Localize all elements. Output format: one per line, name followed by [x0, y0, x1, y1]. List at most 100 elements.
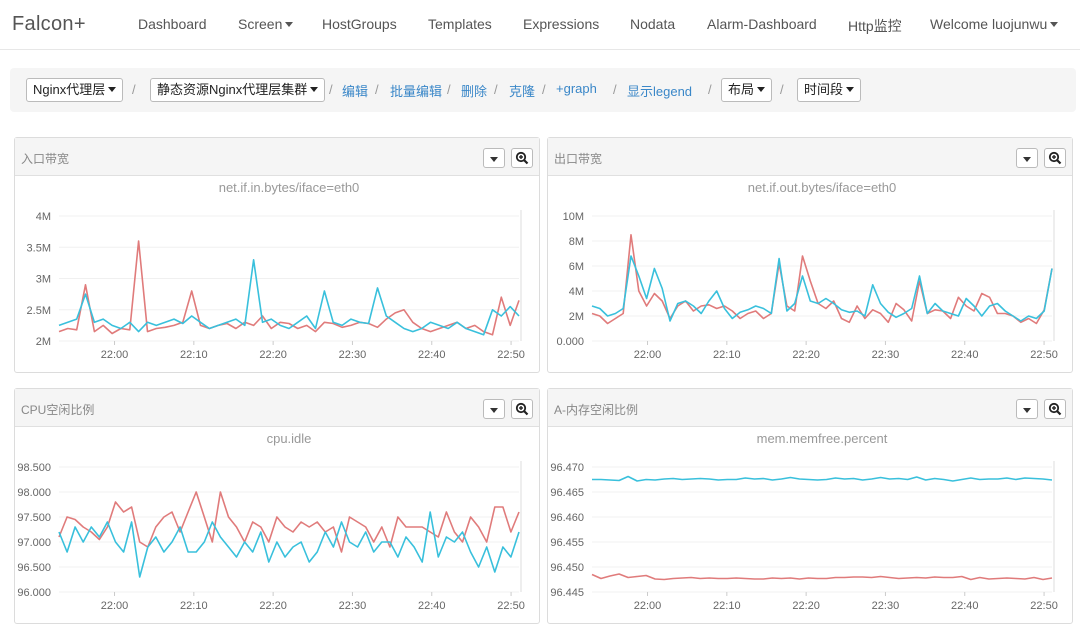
panel-menu-button[interactable] [483, 148, 505, 168]
zoom-in-icon [1048, 402, 1062, 416]
nav-hostgroups-label: HostGroups [322, 16, 397, 32]
y-tick-label: 97.500 [17, 512, 51, 524]
x-tick-label: 22:00 [634, 600, 662, 612]
y-tick-label: 96.460 [550, 512, 584, 524]
series-line-1 [592, 475, 1053, 482]
x-tick-label: 22:00 [101, 600, 129, 612]
panel-title: 出口带宽 [554, 152, 603, 166]
x-tick-label: 22:40 [951, 349, 979, 361]
batch-edit-link[interactable]: 批量编辑 [390, 84, 443, 99]
caret-down-icon [490, 157, 498, 162]
y-tick-label: 96.445 [550, 587, 584, 599]
series-line-0 [58, 240, 520, 336]
zoom-button[interactable] [511, 148, 533, 168]
zoom-in-icon [515, 402, 529, 416]
line-chart: net.if.out.bytes/iface=eth0 0.000 2M 4M 6M 8M… [556, 180, 1058, 361]
x-tick-label: 22:40 [951, 600, 979, 612]
edit-link[interactable]: 编辑 [342, 84, 369, 99]
screen-select[interactable]: Nginx代理层 [26, 78, 124, 102]
y-tick-label: 4M [569, 286, 584, 298]
separator: / [494, 82, 498, 97]
caret-down-icon [1023, 408, 1031, 413]
series-line-0 [591, 233, 1053, 325]
nav-hostgroups[interactable]: HostGroups [322, 16, 397, 32]
y-tick-label: 96.450 [550, 562, 584, 574]
y-tick-label: 2M [569, 311, 584, 323]
clone-link[interactable]: 克隆 [509, 84, 536, 99]
panel-menu-button[interactable] [1016, 399, 1038, 419]
x-tick-label: 22:50 [1030, 349, 1058, 361]
series-line-0 [591, 573, 1053, 581]
timerange-select[interactable]: 时间段 [797, 78, 862, 102]
chart-title: net.if.in.bytes/iface=eth0 [219, 180, 360, 195]
show-legend-link[interactable]: 显示legend [627, 84, 693, 99]
nav-dashboard[interactable]: Dashboard [138, 16, 207, 32]
x-tick-label: 22:30 [872, 349, 900, 361]
caret-down-icon [757, 87, 766, 93]
caret-down-icon [1023, 157, 1031, 162]
separator: / [375, 82, 379, 97]
delete-link[interactable]: 删除 [461, 84, 488, 99]
nav-nodata[interactable]: Nodata [630, 16, 675, 32]
nav-alarm-dashboard[interactable]: Alarm-Dashboard [707, 16, 817, 32]
zoom-button[interactable] [511, 399, 533, 419]
panel-header: 出口带宽 [548, 138, 1072, 176]
brand-logo[interactable]: Falcon+ [12, 13, 86, 35]
nav-expressions-label: Expressions [523, 16, 600, 32]
separator: / [132, 82, 136, 97]
caret-down-icon [846, 87, 855, 93]
graph-panel-cpu-idle: CPU空闲比例 cpu.idle 96.000 96.500 97.000 97.500… [14, 388, 540, 624]
series-line-1 [58, 259, 520, 336]
series-line-0 [58, 491, 520, 553]
zoom-in-icon [515, 151, 529, 165]
y-tick-label: 96.455 [550, 537, 584, 549]
caret-down-icon [490, 408, 498, 413]
x-tick-label: 22:00 [634, 349, 662, 361]
nav-dashboard-label: Dashboard [138, 16, 207, 32]
nav-screen-label: Screen [238, 16, 283, 32]
separator: / [708, 82, 712, 97]
add-graph-link[interactable]: +graph [556, 81, 597, 96]
graph-panel-out-bandwidth: 出口带宽 net.if.out.bytes/iface=eth0 0.000 2M 4… [547, 137, 1073, 373]
panel-menu-button[interactable] [483, 399, 505, 419]
zoom-button[interactable] [1044, 148, 1066, 168]
layout-select-label: 布局 [728, 82, 755, 97]
line-chart: net.if.in.bytes/iface=eth0 2M 2.5M 3M 3.5M 4M… [27, 180, 525, 361]
y-tick-label: 97.000 [17, 537, 51, 549]
x-tick-label: 22:20 [259, 600, 287, 612]
x-tick-label: 22:50 [497, 600, 525, 612]
nav-screen[interactable]: Screen [238, 16, 294, 32]
panel-header: CPU空闲比例 [15, 389, 539, 427]
screen-select-label: Nginx代理层 [33, 82, 106, 97]
x-tick-label: 22:50 [497, 349, 525, 361]
x-tick-label: 22:30 [339, 349, 367, 361]
y-tick-label: 3.5M [27, 242, 51, 254]
separator: / [780, 82, 784, 97]
caret-down-icon [310, 87, 319, 93]
nav-expressions[interactable]: Expressions [523, 16, 599, 32]
panel-title: 入口带宽 [21, 152, 70, 166]
nav-nodata-label: Nodata [630, 16, 676, 32]
y-tick-label: 6M [569, 261, 584, 273]
nav-templates[interactable]: Templates [428, 16, 492, 32]
nav-user-menu[interactable]: Welcome luojunwu [930, 16, 1059, 32]
zoom-button[interactable] [1044, 399, 1066, 419]
y-tick-label: 98.500 [17, 462, 51, 474]
screen-toolbar: Nginx代理层 / 静态资源Nginx代理层集群 / 编辑 / 批量编辑 / … [10, 68, 1076, 112]
zoom-in-icon [1048, 151, 1062, 165]
chart-title: net.if.out.bytes/iface=eth0 [748, 180, 897, 195]
y-tick-label: 4M [36, 211, 51, 223]
line-chart: cpu.idle 96.000 96.500 97.000 97.500 98.000 98… [17, 431, 525, 612]
nav-http-monitor[interactable]: Http监控 [848, 16, 902, 36]
layout-select[interactable]: 布局 [721, 78, 773, 102]
separator: / [613, 82, 617, 97]
panel-menu-button[interactable] [1016, 148, 1038, 168]
subscreen-select[interactable]: 静态资源Nginx代理层集群 [150, 78, 326, 102]
y-tick-label: 2M [36, 336, 51, 348]
y-tick-label: 10M [563, 211, 584, 223]
series-line-1 [58, 511, 520, 578]
y-tick-label: 96.470 [550, 462, 584, 474]
x-tick-label: 22:20 [792, 600, 820, 612]
nav-user-menu-label: Welcome luojunwu [930, 16, 1048, 32]
graph-panel-in-bandwidth: 入口带宽 net.if.in.bytes/iface=eth0 2M 2.5M 3M 3… [14, 137, 540, 373]
